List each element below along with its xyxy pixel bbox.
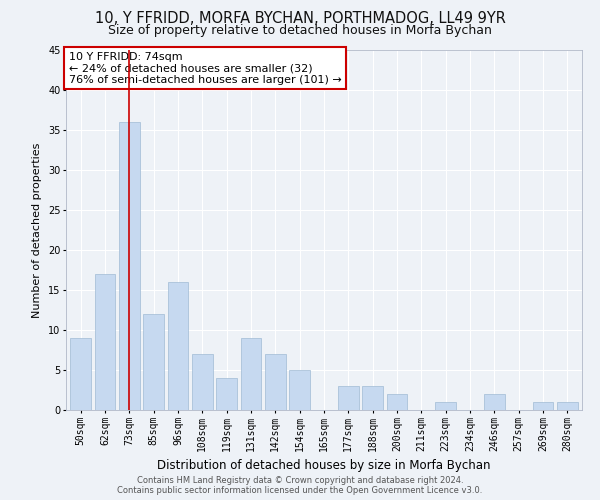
Y-axis label: Number of detached properties: Number of detached properties <box>32 142 43 318</box>
Bar <box>386 394 407 410</box>
Bar <box>167 282 188 410</box>
Bar <box>143 314 164 410</box>
Bar <box>362 386 383 410</box>
Bar <box>557 402 578 410</box>
Bar <box>70 338 91 410</box>
Text: Size of property relative to detached houses in Morfa Bychan: Size of property relative to detached ho… <box>108 24 492 37</box>
Bar <box>436 402 456 410</box>
Text: Contains public sector information licensed under the Open Government Licence v3: Contains public sector information licen… <box>118 486 482 495</box>
Text: 10, Y FFRIDD, MORFA BYCHAN, PORTHMADOG, LL49 9YR: 10, Y FFRIDD, MORFA BYCHAN, PORTHMADOG, … <box>95 11 505 26</box>
Bar <box>241 338 262 410</box>
Text: Contains HM Land Registry data © Crown copyright and database right 2024.: Contains HM Land Registry data © Crown c… <box>137 476 463 485</box>
Bar <box>265 354 286 410</box>
Bar <box>192 354 212 410</box>
Bar <box>95 274 115 410</box>
Bar <box>119 122 140 410</box>
X-axis label: Distribution of detached houses by size in Morfa Bychan: Distribution of detached houses by size … <box>157 459 491 472</box>
Bar <box>484 394 505 410</box>
Bar <box>289 370 310 410</box>
Bar <box>533 402 553 410</box>
Text: 10 Y FFRIDD: 74sqm
← 24% of detached houses are smaller (32)
76% of semi-detache: 10 Y FFRIDD: 74sqm ← 24% of detached hou… <box>68 52 341 85</box>
Bar <box>338 386 359 410</box>
Bar <box>216 378 237 410</box>
